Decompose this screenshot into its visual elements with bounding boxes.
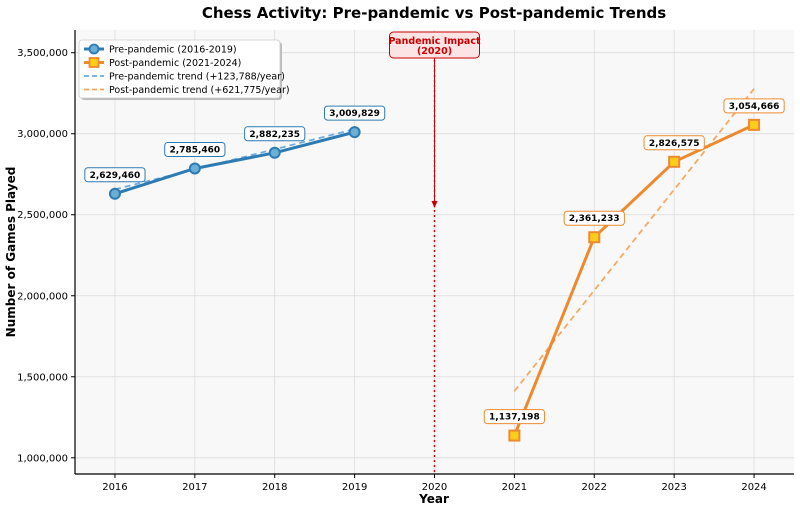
legend: Pre-pandemic (2016-2019) Post-pandemic (2… xyxy=(78,39,290,100)
data-label: 3,054,666 xyxy=(729,102,780,112)
data-label-box xyxy=(164,141,226,157)
x-tick-label: 2022 xyxy=(582,482,607,493)
data-point xyxy=(188,162,201,175)
x-tick-label: 2024 xyxy=(741,482,766,493)
data-label-box xyxy=(563,210,625,226)
y-tick-label: 1,000,000 xyxy=(17,453,68,464)
data-label-box xyxy=(723,98,785,114)
legend-marker xyxy=(88,43,100,55)
data-point xyxy=(268,146,281,159)
axes: 2016 2017 2018 2019 2020 2021 2022 2023 2024 1,00… xyxy=(17,30,794,493)
x-tick-label: 2021 xyxy=(502,482,527,493)
legend-label: Pre-pandemic trend (+123,788/year) xyxy=(109,72,285,83)
x-tick-label: 2020 xyxy=(422,482,447,493)
data-label: 2,361,233 xyxy=(569,214,620,224)
data-label: 2,826,575 xyxy=(649,139,700,149)
trend-line xyxy=(513,88,755,392)
x-tick-label: 2018 xyxy=(262,482,287,493)
legend-box xyxy=(78,39,281,99)
chart-title: Chess Activity: Pre-pandemic vs Post-pan… xyxy=(202,4,666,22)
x-tick-label: 2019 xyxy=(342,482,367,493)
pandemic-annotation: Pandemic Impact(2020) xyxy=(388,31,481,474)
x-tick-label: 2016 xyxy=(102,482,127,493)
legend-label: Pre-pandemic (2016-2019) xyxy=(109,45,237,56)
annotation-text: (2020) xyxy=(417,46,452,57)
data-label: 3,009,829 xyxy=(329,109,380,119)
data-labels: 2,629,460 2,785,460 2,882,235 3,009,829 1,13… xyxy=(84,98,785,425)
data-label-box xyxy=(483,409,545,425)
annotation-text: Pandemic Impact xyxy=(388,36,480,47)
y-tick-label: 2,500,000 xyxy=(17,210,68,221)
annotation-box xyxy=(389,31,480,59)
series-line xyxy=(512,123,755,437)
data-label: 1,137,198 xyxy=(489,413,540,423)
y-tick-label: 3,000,000 xyxy=(17,129,68,140)
legend-marker xyxy=(88,57,100,68)
series-line xyxy=(114,130,355,196)
y-tick-label: 2,000,000 xyxy=(17,291,68,302)
data-label-box xyxy=(244,126,306,142)
x-tick-label: 2017 xyxy=(182,482,207,493)
data-label-box xyxy=(84,167,146,183)
data-point xyxy=(508,429,521,442)
series-lines xyxy=(108,118,761,442)
data-label: 2,629,460 xyxy=(90,171,141,181)
data-point xyxy=(748,118,761,131)
data-point xyxy=(108,187,121,200)
data-label-box xyxy=(643,135,705,151)
annotation-arrow-head xyxy=(431,201,438,208)
y-axis-label: Number of Games Played xyxy=(4,167,18,338)
x-tick-label: 2023 xyxy=(661,482,686,493)
y-tick-label: 3,500,000 xyxy=(17,48,68,59)
x-axis-label: Year xyxy=(418,492,449,506)
data-label: 2,785,460 xyxy=(169,145,220,155)
data-point xyxy=(348,126,361,139)
legend-label: Post-pandemic (2021-2024) xyxy=(109,58,241,69)
y-tick-label: 1,500,000 xyxy=(17,372,68,383)
data-label: 2,882,235 xyxy=(249,130,300,140)
data-label-box xyxy=(324,105,386,121)
data-point xyxy=(668,155,681,168)
legend-label: Post-pandemic trend (+621,775/year) xyxy=(109,85,290,96)
data-point xyxy=(588,231,601,244)
